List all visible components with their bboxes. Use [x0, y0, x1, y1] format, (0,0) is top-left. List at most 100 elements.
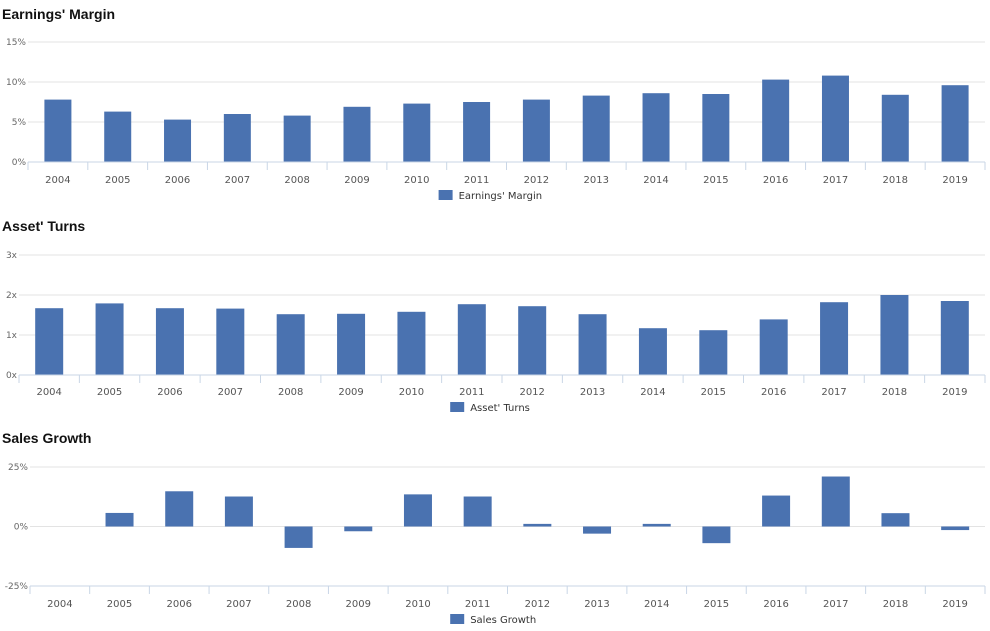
bar: [276, 314, 305, 375]
x-tick-label: 2018: [882, 387, 907, 398]
bar: [702, 94, 730, 162]
x-tick-label: 2008: [278, 387, 303, 398]
y-tick-label: 5%: [12, 118, 27, 128]
x-tick-label: 2004: [45, 175, 70, 186]
bar: [522, 99, 550, 162]
earnings-margin-chart: 0% 5% 10% 15% 2004 2005 2006 2007 2008 2009 2010 20…: [6, 38, 986, 202]
bar: [284, 526, 313, 548]
sales-growth-chart: -25% 0% 25% 2004 2005 2006 2007 2008 2009 2010 201…: [5, 463, 986, 626]
bar: [35, 308, 64, 375]
x-tick-label: 2016: [763, 599, 788, 610]
bar: [224, 496, 253, 527]
x-tick-label: 2006: [166, 599, 191, 610]
x-tick-label: 2014: [643, 175, 668, 186]
bar: [642, 93, 670, 162]
x-tick-label: 2011: [459, 387, 484, 398]
x-tick-label: 2009: [338, 387, 363, 398]
y-tick-label: 1x: [6, 331, 18, 341]
bar: [821, 75, 849, 162]
bar: [403, 494, 432, 527]
bar: [457, 304, 486, 375]
x-tick-label: 2019: [942, 387, 967, 398]
bar: [344, 526, 373, 532]
legend-label: Asset' Turns: [470, 403, 530, 414]
x-tick-label: 2011: [464, 175, 489, 186]
x-tick-label: 2007: [218, 387, 243, 398]
x-tick-label: 2010: [404, 175, 429, 186]
x-tick-label: 2006: [157, 387, 182, 398]
x-tick-label: 2013: [580, 387, 605, 398]
x-tick-label: 2008: [284, 175, 309, 186]
bar: [283, 115, 311, 162]
y-tick-label: 2x: [6, 291, 18, 301]
x-tick-label: 2009: [344, 175, 369, 186]
bar: [463, 102, 491, 162]
bar: [105, 512, 134, 527]
bar: [523, 523, 552, 527]
bar: [337, 313, 366, 375]
x-tick-label: 2008: [286, 599, 311, 610]
x-tick-label: 2007: [225, 175, 250, 186]
x-tick-label: 2019: [942, 599, 967, 610]
x-tick-label: 2012: [524, 175, 549, 186]
x-tick-label: 2004: [47, 599, 72, 610]
y-tick-label: 0%: [14, 523, 29, 533]
x-tick-label: 2012: [525, 599, 550, 610]
bar: [44, 99, 72, 162]
x-tick-label: 2005: [105, 175, 130, 186]
x-tick-label: 2009: [346, 599, 371, 610]
x-tick-label: 2014: [640, 387, 665, 398]
bar: [821, 476, 850, 527]
x-tick-label: 2016: [761, 387, 786, 398]
y-tick-label: -25%: [5, 582, 29, 592]
x-tick-label: 2007: [226, 599, 251, 610]
x-tick-label: 2014: [644, 599, 669, 610]
legend-label: Earnings' Margin: [459, 191, 542, 202]
legend-swatch: [438, 190, 453, 200]
y-tick-label: 15%: [6, 38, 26, 48]
x-tick-label: 2018: [883, 175, 908, 186]
chart-title-sales-growth: Sales Growth: [2, 430, 92, 446]
x-tick-label: 2013: [583, 175, 608, 186]
bar: [941, 85, 969, 162]
bar: [216, 308, 245, 375]
x-tick-label: 2006: [165, 175, 190, 186]
bar: [165, 491, 194, 527]
x-tick-label: 2015: [703, 175, 728, 186]
x-tick-label: 2018: [883, 599, 908, 610]
x-tick-label: 2016: [763, 175, 788, 186]
x-tick-label: 2017: [821, 387, 846, 398]
x-tick-label: 2010: [399, 387, 424, 398]
bar: [940, 301, 969, 375]
x-tick-label: 2010: [405, 599, 430, 610]
bar: [164, 119, 192, 162]
x-tick-label: 2013: [584, 599, 609, 610]
x-tick-label: 2005: [107, 599, 132, 610]
bar: [397, 311, 426, 375]
bar: [463, 496, 492, 527]
asset-turns-chart: 0x 1x 2x 3x 2004 2005 2006 2007 2008 2009 2010 2011…: [6, 251, 986, 414]
y-tick-label: 0%: [12, 158, 27, 168]
bar: [578, 314, 607, 375]
bar: [762, 79, 790, 162]
bar: [343, 106, 371, 162]
bar: [403, 103, 431, 162]
x-tick-label: 2015: [704, 599, 729, 610]
bar: [941, 526, 970, 531]
chart-title-earnings-margin: Earnings' Margin: [2, 6, 116, 22]
bar: [642, 523, 671, 527]
bar: [881, 94, 909, 162]
x-tick-label: 2017: [823, 599, 848, 610]
bar: [155, 308, 184, 375]
bar: [518, 306, 547, 375]
bar: [820, 302, 849, 375]
x-tick-label: 2004: [36, 387, 61, 398]
bar: [702, 526, 731, 544]
bar: [638, 328, 667, 375]
x-tick-label: 2012: [519, 387, 544, 398]
x-tick-label: 2017: [823, 175, 848, 186]
legend-swatch: [450, 614, 465, 624]
bar: [762, 495, 791, 527]
y-tick-label: 10%: [6, 78, 26, 88]
x-tick-label: 2011: [465, 599, 490, 610]
